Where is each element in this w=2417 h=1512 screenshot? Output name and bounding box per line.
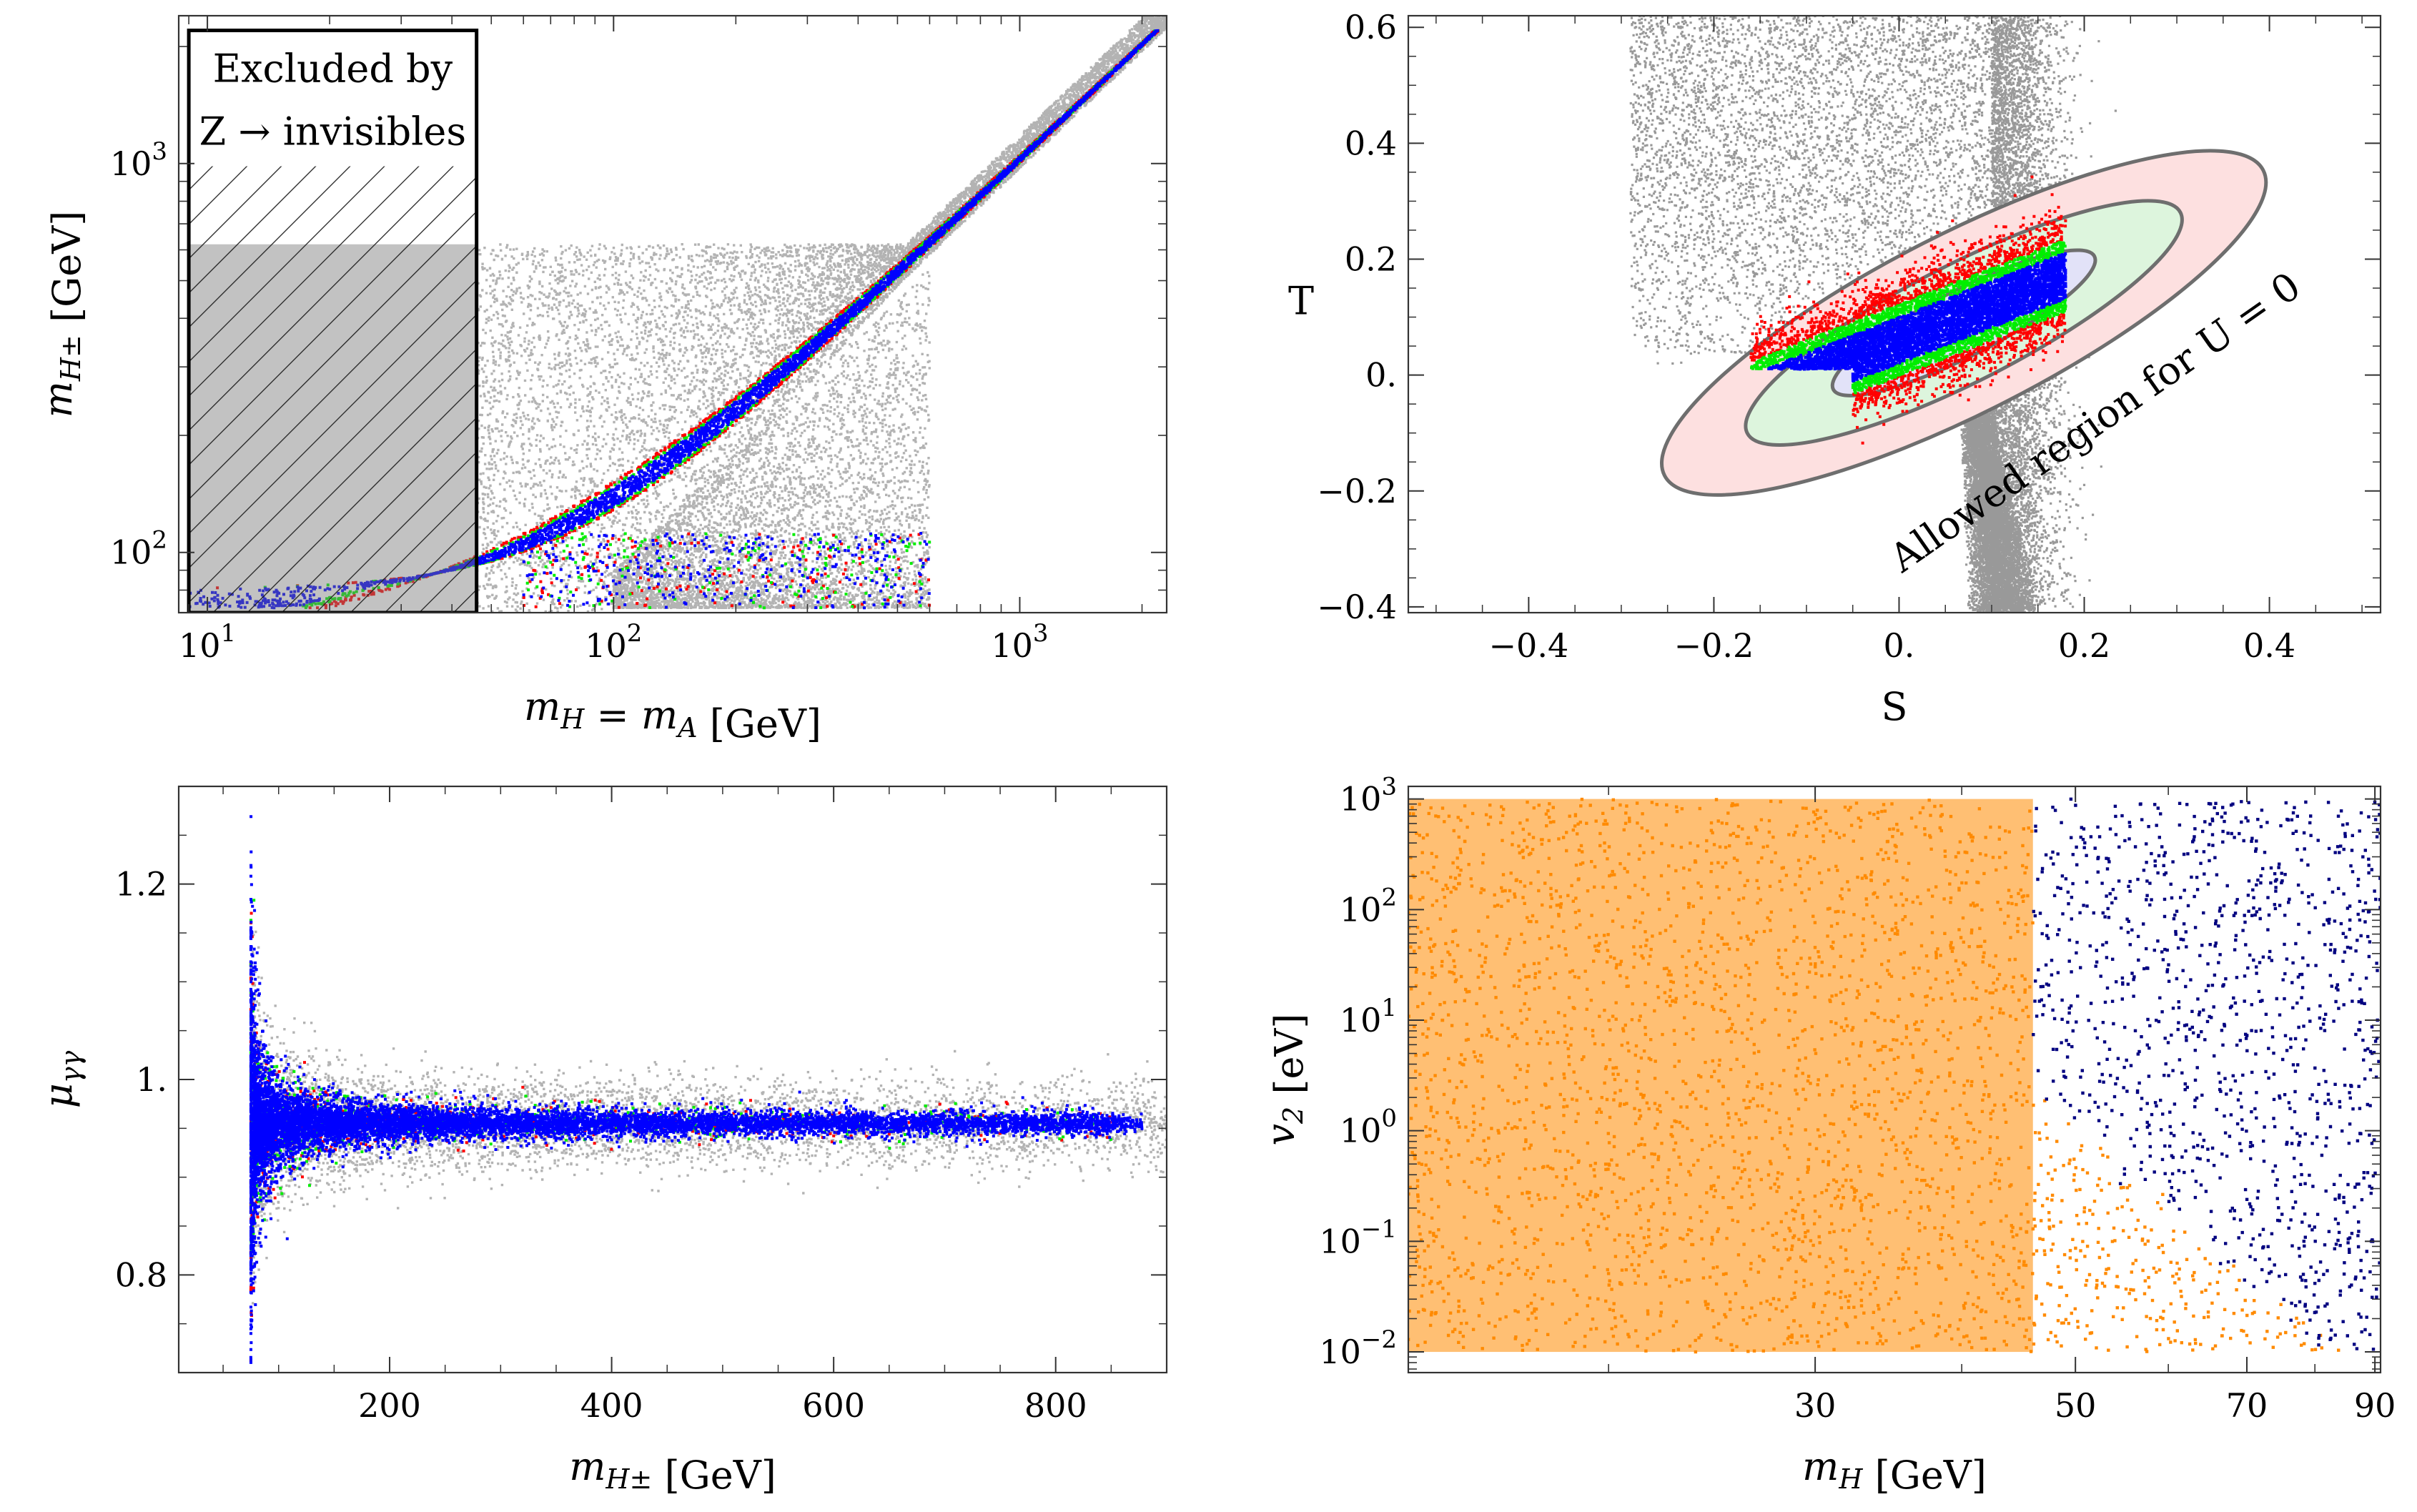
mass-plane-ytick-label-1: 103	[110, 137, 167, 183]
vev-plane-plot	[1407, 798, 2382, 1354]
st-plane-ytick-label-2: 0.	[1365, 356, 1397, 395]
mass-plane-annotation-line-0: Excluded by	[213, 46, 453, 92]
vev-plane-xlabel: mH [GeV]	[1802, 1444, 1987, 1498]
st-plane-xtick-label-1: −0.2	[1674, 626, 1754, 665]
vev-plane-ytick-label-1: 10−1	[1319, 1215, 1397, 1260]
diphoton-ytick-label-1: 1.	[136, 1060, 167, 1099]
vev-plane-xtick-label-2: 70	[2226, 1386, 2268, 1425]
vev-plane-ytick-label-5: 103	[1340, 773, 1397, 819]
vev-plane-series-navy-points	[2032, 798, 2382, 1351]
mass-plane-xtick-label-2: 103	[991, 619, 1048, 665]
st-plane-ylabel: T	[1288, 279, 1314, 324]
mass-plane-ytick-label-0: 102	[110, 526, 167, 572]
mass-plane-xtick-label-0: 101	[179, 619, 236, 665]
vev-plane-ylabel: v2 [eV]	[1258, 1014, 1312, 1146]
mass-plane-xlabel: mH = mA [GeV]	[524, 684, 821, 746]
st-plane-xtick-label-2: 0.	[1884, 626, 1915, 665]
vev-plane-ytick-label-4: 102	[1340, 883, 1397, 929]
diphoton-xtick-label-3: 800	[1024, 1386, 1087, 1425]
diphoton-ytick-label-2: 1.2	[115, 865, 167, 904]
st-plane-ytick-label-4: 0.4	[1345, 124, 1397, 162]
diphoton-xtick-label-1: 400	[580, 1386, 643, 1425]
st-plane-xtick-label-3: 0.2	[2058, 626, 2110, 665]
vev-plane-ytick-label-3: 101	[1340, 994, 1397, 1039]
diphoton-plot	[249, 815, 1167, 1387]
vev-plane-ytick-label-0: 10−2	[1319, 1325, 1397, 1371]
diphoton-series-green-points	[249, 899, 1112, 1281]
st-plane-ytick-label-0: −0.4	[1317, 588, 1397, 626]
st-plane-xtick-label-0: −0.4	[1489, 626, 1569, 665]
st-plane-xlabel: S	[1882, 684, 1908, 729]
mass-plane-plot	[187, 14, 1167, 613]
mass-plane-xtick-label-1: 102	[585, 619, 642, 665]
mass-plane-ylabel: mH± [GeV]	[36, 211, 89, 418]
vev-plane-ytick-label-2: 100	[1340, 1105, 1397, 1150]
st-plane-ytick-label-5: 0.6	[1345, 8, 1397, 46]
st-plane-ytick-label-3: 0.2	[1345, 239, 1397, 278]
diphoton-series-blue	[249, 815, 1144, 1387]
diphoton-ytick-label-0: 0.8	[115, 1255, 167, 1294]
vev-plane-xtick-label-3: 90	[2354, 1386, 2396, 1425]
mass-plane-annotation-line-1: Z → invisibles	[199, 109, 466, 154]
diphoton-xlabel: mH± [GeV]	[569, 1444, 776, 1498]
diphoton-xtick-label-0: 200	[358, 1386, 421, 1425]
vev-plane-series-navy	[2032, 798, 2382, 1351]
vev-plane-xtick-label-1: 50	[2055, 1386, 2097, 1425]
diphoton-xtick-label-2: 600	[802, 1386, 865, 1425]
diphoton-ylabel: μγγ	[36, 1050, 87, 1108]
st-plane-xtick-label-4: 0.4	[2243, 626, 2295, 665]
vev-plane-xtick-label-0: 30	[1794, 1386, 1837, 1425]
diphoton-series-green	[249, 899, 1112, 1281]
diphoton-series-blue-points	[249, 815, 1144, 1387]
mass-plane-excluded-hatch	[189, 152, 477, 613]
st-plane-ytick-label-1: −0.2	[1317, 472, 1397, 510]
diphoton-series-grey-points	[249, 931, 1167, 1381]
diphoton-series-grey	[249, 931, 1167, 1381]
